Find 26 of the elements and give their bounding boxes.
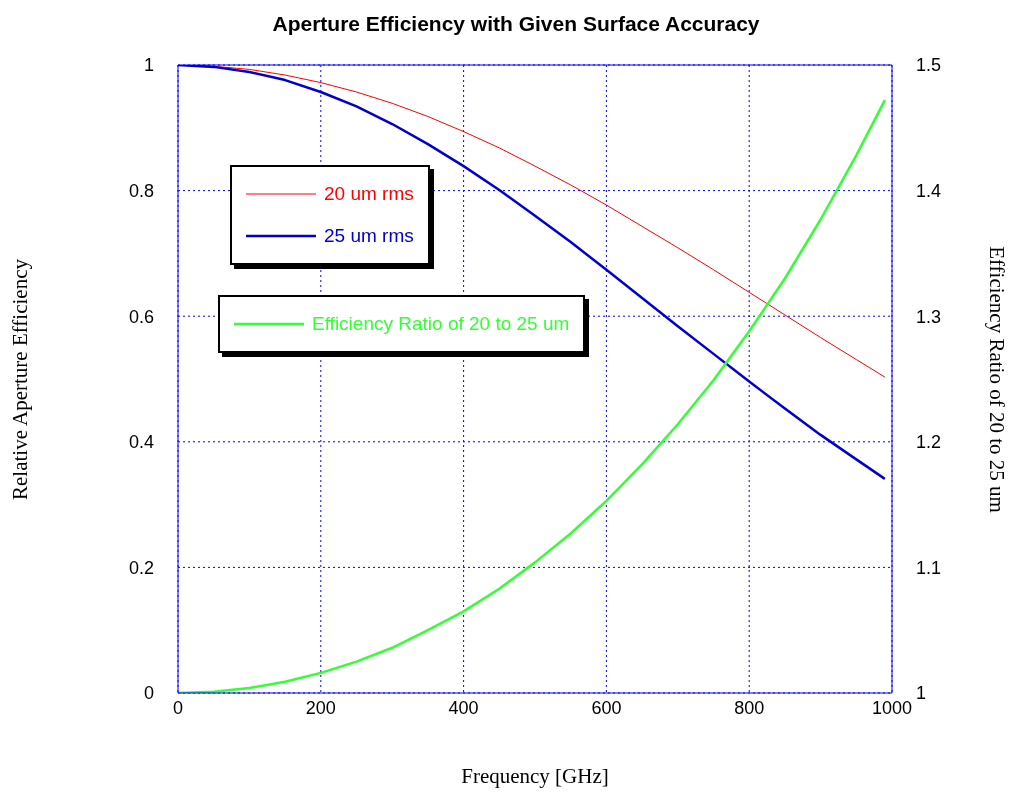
legend-label: 25 um rms: [324, 225, 414, 247]
y-tick-label: 0.2: [128, 557, 154, 578]
legend-label: Efficiency Ratio of 20 to 25 um: [312, 313, 570, 335]
legend-label: 20 um rms: [324, 183, 414, 205]
x-tick-label: 800: [734, 697, 765, 718]
line-series: [178, 65, 887, 481]
y-axis-title: Relative Aperture Efficiency: [7, 258, 33, 502]
y-tick-label: 0.4: [128, 432, 154, 453]
x-tick-label: 600: [591, 697, 622, 718]
x-tick-label: 1000: [871, 697, 913, 718]
y-tick-label: 0.8: [128, 180, 154, 201]
y-tick-label: 0: [143, 683, 154, 704]
x-tick-label: 0: [172, 697, 184, 718]
y-tick-label: 1: [143, 55, 154, 76]
y2-tick-label: 1.5: [916, 55, 942, 76]
x-axis-title: Frequency [GHz]: [460, 764, 610, 789]
y2-tick-label: 1.2: [916, 432, 942, 453]
y2-tick-label: 1: [916, 683, 927, 704]
y2-tick-label: 1.1: [916, 557, 942, 578]
y2-tick-label: 1.4: [916, 180, 942, 201]
y-tick-label: 0.6: [128, 306, 154, 327]
x-tick-label: 400: [448, 697, 479, 718]
x-tick-label: 200: [305, 697, 336, 718]
y2-tick-label: 1.3: [916, 306, 942, 327]
chart-title: Aperture Efficiency with Given Surface Accuracy: [271, 12, 761, 36]
y2-axis-title: Efficiency Ratio of 20 to 25 um: [983, 245, 1009, 515]
